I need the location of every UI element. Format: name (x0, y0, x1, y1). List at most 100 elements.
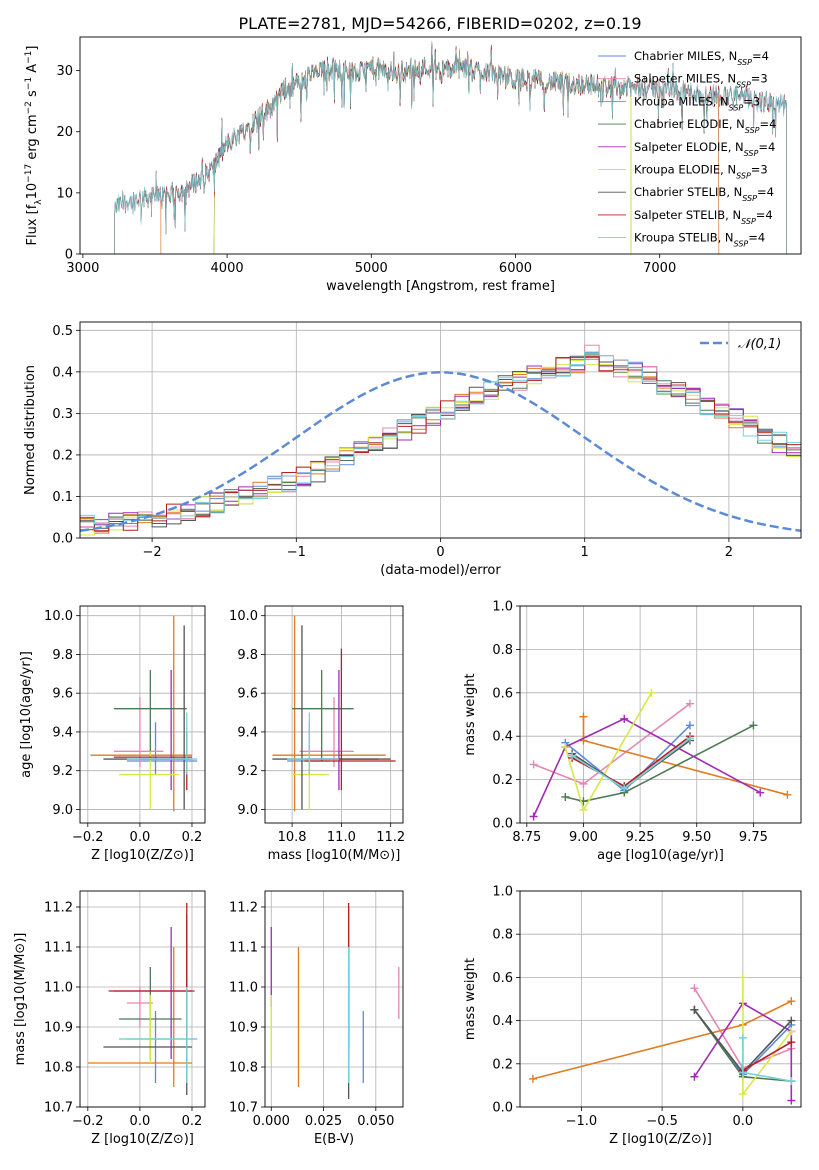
weight-marker (620, 714, 629, 723)
y-tick-label: 0.0 (52, 532, 73, 547)
x-tick-label: 11.2 (376, 830, 405, 845)
weight-marker (620, 784, 629, 793)
legend-label: Chabrier MILES, N (634, 49, 737, 63)
weight-marker (783, 790, 792, 799)
y-tick-label: 0.4 (492, 1014, 513, 1029)
legend-count: =4 (748, 231, 765, 245)
x-tick-label: 7000 (643, 261, 676, 276)
weight-marker (685, 721, 694, 730)
x-tick-label: −0.2 (72, 1114, 104, 1129)
x-tick-label: 0.0 (130, 1114, 151, 1129)
x-axis-label: Z [log10(Z/Z⊙)] (91, 1132, 194, 1147)
weight-marker (568, 751, 577, 760)
y-axis-label: mass [log10(M/M⊙)] (13, 933, 28, 1066)
x-tick-label: −2 (143, 545, 162, 560)
y-tick-label: 0.4 (492, 730, 513, 745)
axes-frame (519, 890, 802, 1108)
normal-curve (80, 371, 801, 532)
legend-subscript: SSP (741, 216, 756, 225)
legend-count: =3 (751, 72, 768, 86)
x-tick-label: 0.0 (733, 1114, 754, 1129)
y-tick-label: 10.8 (44, 1061, 73, 1076)
mass-weight-vs-metallicity-panel: −1.0 −0.5 0.0 0.0 0.2 0.4 0.6 0.8 1.0 Z [log10(Z/… (463, 885, 802, 1147)
y-tick-label: 10.7 (44, 1101, 73, 1116)
axes-frame (79, 890, 206, 1108)
y-tick-label: 1.0 (492, 600, 513, 615)
histogram-series (80, 356, 801, 538)
legend-count: =4 (758, 140, 775, 154)
residuals-panel: −2 −1 0 1 2 0.0 0.1 0.2 0.3 0.4 0.5 (data-model)/er… (23, 321, 802, 578)
y-tick-label: 9.4 (237, 725, 258, 740)
figure-title: PLATE=2781, MJD=54266, FIBERID=0202, z=0… (238, 14, 641, 33)
legend-entry: Salpeter STELIB, NSSP=4 (634, 208, 773, 226)
mass-vs-metallicity-panel: −0.2 0.0 0.2 10.7 10.8 10.9 11.0 11.1 11.2 Z [log… (13, 890, 206, 1147)
weight-marker (647, 688, 656, 697)
x-tick-label: −0.2 (72, 830, 104, 845)
legend-count: =3 (751, 163, 768, 177)
legend-label: Kroupa STELIB, N (634, 231, 734, 245)
legend-subscript: SSP (742, 194, 757, 203)
legend-entry: Kroupa ELODIE, NSSP=3 (634, 163, 768, 181)
weight-series (742, 1041, 792, 1071)
weight-marker (738, 1033, 747, 1042)
axes-frame (79, 321, 802, 539)
x-tick-label: 0.2 (182, 1114, 203, 1129)
weight-marker (579, 712, 588, 721)
x-axis-label: (data-model)/error (380, 563, 501, 578)
legend-entry: Chabrier STELIB, NSSP=4 (634, 185, 774, 203)
weight-marker (685, 699, 694, 708)
y-tick-label: 0.2 (492, 1057, 513, 1072)
y-axis-label-part: −1 (24, 51, 34, 64)
y-axis-label-part: −17 (24, 164, 34, 183)
legend-subscript: SSP (745, 126, 760, 135)
x-tick-label: 0.025 (305, 1114, 342, 1129)
x-tick-label: 4000 (211, 261, 244, 276)
mass-weight-vs-age-panel: 8.75 9.00 9.25 9.50 9.75 0.0 0.2 0.4 0.6 0.8 1.0 ag… (463, 600, 802, 863)
weight-lines (529, 688, 792, 821)
x-tick-label: 0.050 (357, 1114, 394, 1129)
y-axis-label: Normed distribution (23, 365, 38, 495)
y-tick-label: 9.8 (52, 648, 73, 663)
weight-marker (787, 1016, 796, 1025)
y-axis-label: age [log10(age/yr)] (19, 651, 34, 778)
legend-subscript: SSP (736, 80, 751, 89)
y-tick-label: 0.8 (492, 928, 513, 943)
legend-count: =4 (752, 49, 769, 63)
x-tick-label: 9.00 (569, 830, 598, 845)
x-tick-label: 9.50 (682, 830, 711, 845)
y-tick-label: 10.0 (229, 609, 258, 624)
x-axis-label: age [log10(age/yr)] (597, 848, 724, 863)
legend-count: =4 (757, 185, 774, 199)
y-tick-label: 0.6 (492, 971, 513, 986)
legend-entry: Salpeter ELODIE, NSSP=4 (634, 140, 775, 158)
y-tick-label: 0.6 (492, 686, 513, 701)
errorbars (270, 903, 400, 1099)
errorbars (272, 615, 396, 812)
legend-count: =4 (760, 117, 777, 131)
y-axis-label-part: −2 (24, 101, 34, 114)
weight-marker (685, 734, 694, 743)
legend-entry: 𝒩(0,1) (738, 337, 781, 352)
y-tick-label: 11.2 (44, 901, 73, 916)
legend-count: =4 (756, 208, 773, 222)
weight-series (742, 1037, 792, 1082)
weight-marker (787, 1096, 796, 1105)
x-axis-label: wavelength [Angstrom, rest frame] (326, 279, 555, 294)
axes-frame (79, 36, 802, 255)
weight-series (565, 724, 754, 803)
weight-series (564, 692, 653, 813)
y-tick-label: 9.8 (237, 648, 258, 663)
x-tick-label: −1 (287, 545, 306, 560)
y-tick-label: 10.9 (229, 1021, 258, 1036)
age-vs-mass-panel: 10.8 11.0 11.2 9.0 9.2 9.4 9.6 9.8 10.0 mass [log… (229, 605, 405, 863)
y-tick-label: 11.0 (229, 981, 258, 996)
histogram-series (80, 353, 801, 538)
legend-entry: Chabrier ELODIE, NSSP=4 (634, 117, 776, 135)
y-tick-label: 30 (56, 64, 73, 79)
legend-entry: Chabrier MILES, NSSP=4 (634, 49, 769, 67)
spectrum-series (213, 41, 632, 254)
weight-marker (738, 973, 747, 982)
spectrum-panel: 3000 4000 5000 6000 7000 0 10 20 30 wavelength [A… (24, 36, 802, 294)
